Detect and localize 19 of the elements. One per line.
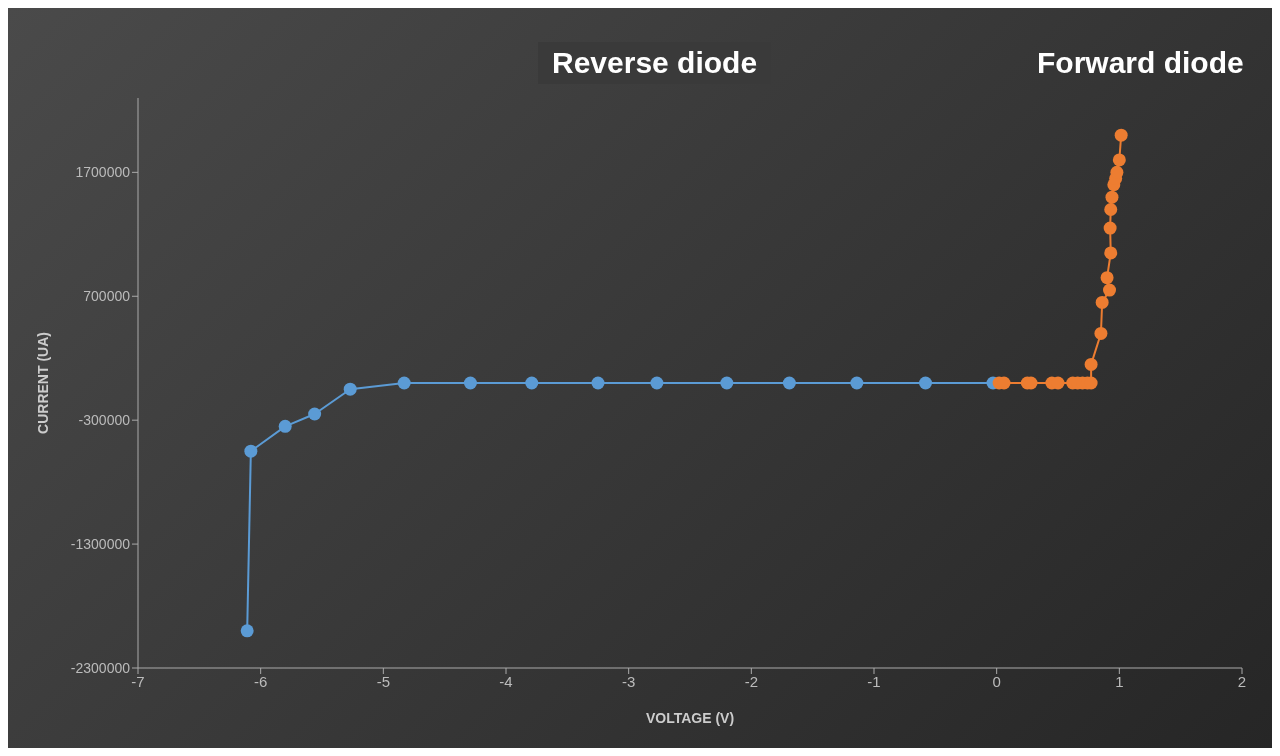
x-tick-label: -6 [253, 672, 268, 690]
x-axis-title: VOLTAGE (V) [645, 710, 735, 726]
y-tick-label: -2300000 [70, 659, 131, 676]
x-tick-label: -5 [376, 672, 391, 690]
text: Forward diode [1036, 45, 1245, 81]
x-tick-label: -4 [499, 672, 513, 690]
x-tick-label: -7 [131, 672, 145, 690]
x-tick-label: 0 [992, 672, 1001, 690]
x-tick-label: 2 [1237, 672, 1247, 690]
y-tick-label: -1300000 [70, 536, 131, 553]
text: Reverse diode [538, 42, 772, 84]
x-tick-label: -3 [621, 672, 636, 690]
x-tick-label: 1 [1115, 672, 1124, 690]
x-tick-label: -2 [744, 672, 759, 690]
y-tick-label: 1700000 [75, 164, 131, 181]
y-tick-label: -300000 [78, 412, 131, 429]
y-axis-title: CURRENT (UA) [34, 332, 51, 434]
x-tick-label: -1 [867, 672, 881, 690]
y-tick-label: 700000 [83, 288, 131, 305]
